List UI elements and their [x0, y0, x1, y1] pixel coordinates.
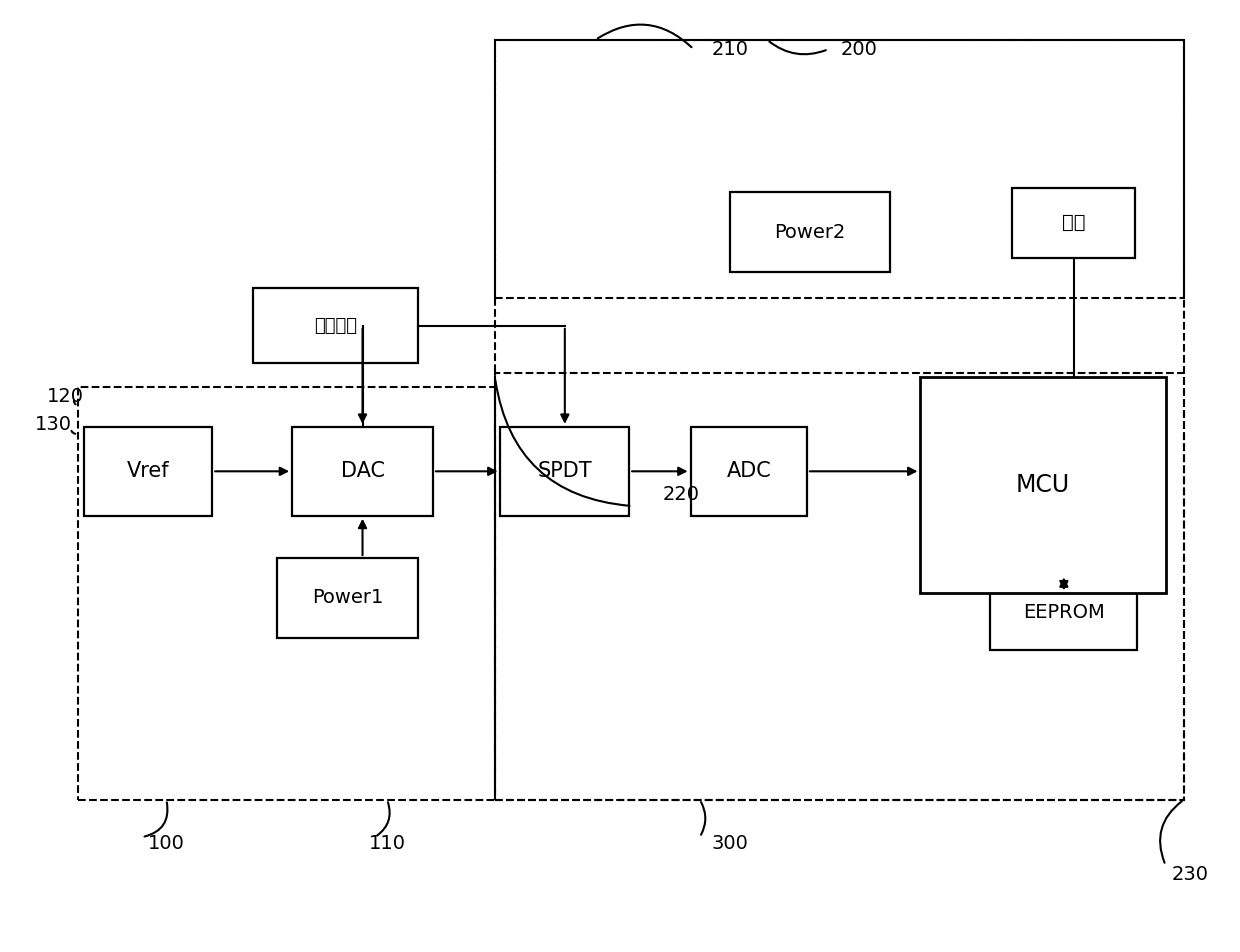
Text: SPDT: SPDT — [537, 462, 593, 482]
Bar — [501, 426, 629, 516]
Text: EEPROM: EEPROM — [1023, 603, 1105, 622]
Text: 210: 210 — [712, 40, 749, 59]
Bar — [78, 387, 495, 800]
Text: DAC: DAC — [341, 462, 384, 482]
Bar — [991, 574, 1137, 649]
Text: MCU: MCU — [1016, 473, 1070, 497]
Bar — [291, 426, 433, 516]
Bar — [730, 192, 890, 272]
Text: 200: 200 — [841, 40, 878, 59]
Text: 130: 130 — [35, 415, 72, 434]
Bar — [495, 373, 1184, 800]
Bar — [920, 378, 1166, 593]
Bar — [495, 40, 1184, 800]
Text: ADC: ADC — [727, 462, 771, 482]
Text: Vref: Vref — [126, 462, 169, 482]
Bar — [495, 40, 1184, 298]
Text: 120: 120 — [47, 387, 84, 406]
Text: 晶振: 晶振 — [1061, 213, 1085, 232]
Bar — [1012, 188, 1135, 258]
Bar — [83, 426, 212, 516]
Text: 110: 110 — [368, 834, 405, 853]
Text: 230: 230 — [1172, 865, 1209, 884]
Text: 300: 300 — [712, 834, 749, 853]
Text: 220: 220 — [663, 486, 699, 505]
Bar — [691, 426, 807, 516]
Text: 100: 100 — [148, 834, 185, 853]
Text: Power1: Power1 — [312, 588, 383, 607]
Bar — [253, 288, 418, 364]
Bar — [278, 558, 418, 638]
Text: 采样信号: 采样信号 — [314, 317, 357, 335]
Text: Power2: Power2 — [774, 223, 846, 242]
